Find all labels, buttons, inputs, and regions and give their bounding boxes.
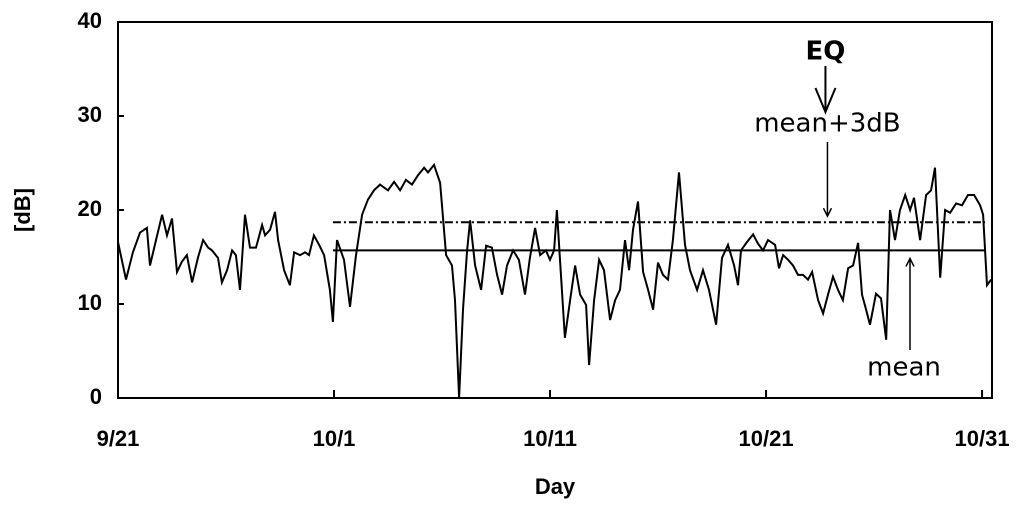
x-tick-label: 10/1 (313, 426, 356, 451)
x-axis-title: Day (535, 474, 576, 499)
eq-label: EQ (806, 37, 846, 67)
mean-plus-3db-label: mean+3dB (754, 109, 900, 139)
x-tick-label: 10/31 (955, 426, 1010, 451)
mean-arrow (905, 256, 915, 350)
eq-arrow (814, 66, 837, 115)
y-tick-label: 40 (78, 8, 102, 33)
y-axis-title: [dB] (10, 188, 35, 232)
y-tick-label: 0 (90, 384, 102, 409)
y-tick-label: 20 (78, 196, 102, 221)
plot-frame (117, 21, 993, 399)
x-tick-label: 9/21 (97, 426, 140, 451)
x-tick-label: 10/21 (739, 426, 794, 451)
mean-plus-3db-arrow (822, 142, 833, 218)
x-tick-label: 10/11 (523, 426, 577, 451)
mean-label: mean (867, 353, 941, 383)
y-tick-label: 10 (78, 290, 102, 315)
y-tick-label: 30 (78, 102, 102, 127)
data-line (117, 162, 992, 399)
